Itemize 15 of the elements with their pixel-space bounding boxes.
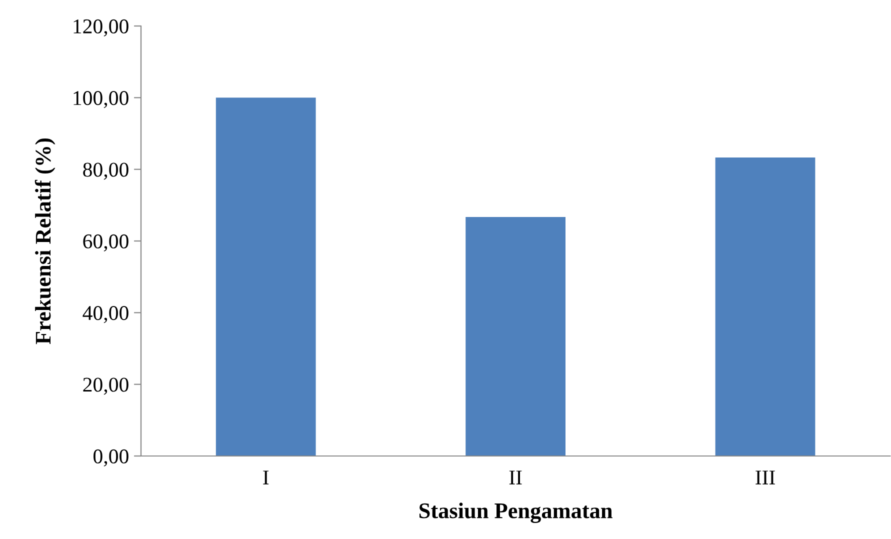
y-tick-label: 40,00 bbox=[82, 306, 128, 324]
bar bbox=[715, 158, 816, 456]
y-tick-label: 120,00 bbox=[74, 19, 128, 36]
bar bbox=[466, 216, 566, 456]
y-tick-label: 0,00 bbox=[94, 449, 128, 466]
x-axis-title: Stasiun Pengamatan bbox=[420, 502, 612, 523]
y-axis-title: Frekuensi Relatif (%) bbox=[34, 138, 56, 344]
bar bbox=[216, 98, 316, 456]
y-tick-label: 20,00 bbox=[83, 378, 128, 395]
x-tick-label: III bbox=[756, 470, 775, 484]
y-tick-label: 60,00 bbox=[83, 234, 128, 252]
x-tick-label: II bbox=[509, 470, 522, 484]
x-tick-label: I bbox=[263, 470, 269, 484]
y-tick-label: 100,00 bbox=[74, 91, 128, 108]
y-tick-label: 80,00 bbox=[83, 162, 128, 180]
